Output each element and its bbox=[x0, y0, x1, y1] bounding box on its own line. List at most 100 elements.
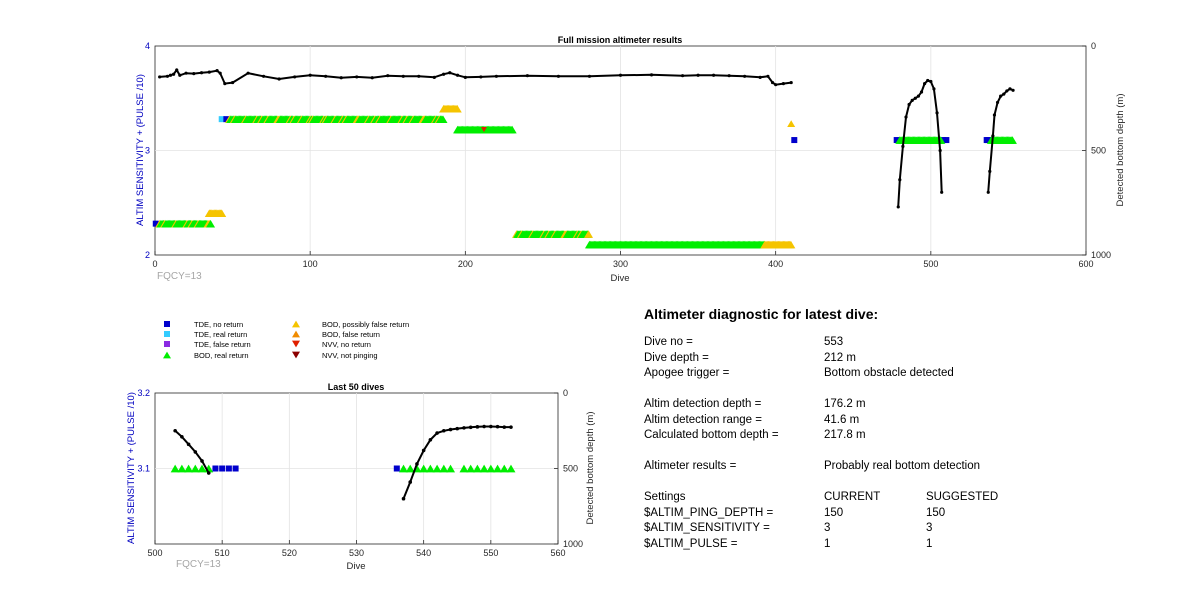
top-depth-point bbox=[727, 74, 731, 78]
bod-marker bbox=[493, 464, 503, 473]
top-x-tick-label: 400 bbox=[768, 259, 783, 269]
top-depth-point bbox=[178, 73, 182, 77]
legend-label: NVV, not pinging bbox=[322, 351, 378, 360]
results-value: Probably real bottom detection bbox=[824, 460, 980, 472]
calc-bottom-label: Calculated bottom depth = bbox=[644, 429, 779, 441]
tde-marker bbox=[985, 137, 992, 144]
top-depth-point bbox=[339, 76, 343, 80]
top-depth-point bbox=[448, 71, 452, 75]
bot-depth-point bbox=[489, 424, 493, 429]
bod-marker bbox=[197, 464, 207, 473]
bot-depth-point bbox=[502, 425, 507, 429]
results-row: Altimeter results = Probably real bottom … bbox=[644, 460, 1164, 476]
tde-marker bbox=[225, 465, 232, 472]
bod-marker bbox=[439, 464, 449, 473]
top-depth-point bbox=[184, 71, 188, 75]
top-depth-point bbox=[995, 100, 1000, 105]
bod-marker bbox=[506, 464, 516, 473]
altim-depth-label: Altim detection depth = bbox=[644, 398, 762, 410]
pulse-current: 1 bbox=[824, 537, 831, 550]
top-depth-point bbox=[442, 72, 446, 76]
bod-marker bbox=[452, 104, 462, 113]
top-depth-point bbox=[324, 74, 328, 78]
top-depth-point bbox=[916, 94, 921, 98]
tde-marker bbox=[940, 137, 947, 144]
current-header: CURRENT bbox=[824, 491, 881, 503]
top-depth-point bbox=[649, 73, 654, 77]
top-depth-line bbox=[897, 79, 943, 207]
bot-depth-point bbox=[428, 438, 433, 442]
top-depth-point bbox=[781, 82, 786, 86]
top-depth-point bbox=[587, 74, 592, 78]
sensitivity-row: $ALTIM_SENSITIVITY = 3 3 bbox=[644, 522, 1164, 538]
top-depth-point bbox=[525, 74, 530, 78]
top-depth-point bbox=[175, 68, 179, 72]
bod-marker bbox=[472, 464, 482, 473]
bod-marker bbox=[787, 120, 796, 127]
bot-y-right-tick-label: 1000 bbox=[563, 539, 583, 549]
top-y-left-label: ALTIM SENSITIVITY + (PULSE /10) bbox=[135, 74, 146, 226]
bot-x-tick-label: 530 bbox=[349, 548, 364, 558]
results-label: Altimeter results = bbox=[644, 460, 737, 472]
tde-marker bbox=[218, 116, 225, 123]
bot-x-tick-label: 520 bbox=[282, 548, 297, 558]
bot-depth-point bbox=[401, 496, 406, 501]
tde-marker bbox=[212, 465, 219, 472]
bod-marker bbox=[1007, 136, 1017, 144]
top-x-tick-label: 600 bbox=[1078, 259, 1093, 269]
top-depth-point bbox=[218, 71, 222, 75]
sensitivity-suggested: 3 bbox=[926, 522, 933, 534]
bot-depth-point bbox=[495, 424, 500, 429]
top-depth-point bbox=[901, 144, 905, 148]
top-x-label: Dive bbox=[610, 273, 629, 284]
tde-marker bbox=[943, 137, 950, 144]
bottom-y-left-label: ALTIM SENSITIVITY + (PULSE /10) bbox=[126, 392, 137, 544]
top-depth-point bbox=[766, 74, 770, 78]
top-y-left-tick-label: 3 bbox=[145, 146, 150, 156]
bot-depth-point bbox=[482, 424, 486, 429]
legend-marker bbox=[292, 351, 300, 359]
top-depth-point bbox=[199, 71, 204, 75]
top-depth-point bbox=[401, 74, 405, 78]
top-depth-point bbox=[277, 77, 281, 81]
top-depth-point bbox=[494, 74, 498, 78]
legend-marker bbox=[164, 321, 170, 327]
top-depth-point bbox=[910, 98, 914, 102]
legend-label: BOD, possibly false return bbox=[322, 320, 409, 329]
top-depth-point bbox=[386, 74, 390, 78]
top-depth-point bbox=[938, 148, 942, 153]
bottom-ticks: 500 510 520 530 540 550 560 3.2 3.1 0 500 1000 bbox=[137, 388, 583, 558]
bod-marker bbox=[425, 464, 435, 473]
top-depth-point bbox=[789, 80, 793, 85]
top-x-tick-label: 200 bbox=[458, 259, 473, 269]
top-x-tick-label: 0 bbox=[152, 259, 157, 269]
top-depth-point bbox=[932, 87, 936, 91]
top-chart-title: Full mission altimeter results bbox=[558, 35, 683, 45]
top-depth-point bbox=[207, 70, 211, 74]
top-depth-point bbox=[455, 73, 460, 77]
altim-depth-value: 176.2 m bbox=[824, 398, 866, 410]
bod-marker bbox=[190, 464, 200, 473]
dive-no-label: Dive no = bbox=[644, 336, 693, 348]
top-depth-point bbox=[355, 75, 359, 79]
legend-marker bbox=[292, 320, 300, 328]
tde-marker bbox=[219, 465, 226, 472]
top-depth-point bbox=[696, 73, 700, 77]
top-depth-point bbox=[463, 75, 467, 79]
legend-label: TDE, no return bbox=[194, 320, 243, 329]
top-depth-point bbox=[168, 73, 173, 77]
top-depth-point bbox=[923, 82, 927, 86]
settings-label: Settings bbox=[644, 491, 686, 503]
bod-marker bbox=[405, 464, 415, 473]
calc-bottom-value: 217.8 m bbox=[824, 429, 866, 441]
apogee-label: Apogee trigger = bbox=[644, 367, 730, 379]
top-depth-point bbox=[479, 75, 483, 79]
bot-depth-point bbox=[442, 428, 446, 433]
bot-y-right-tick-label: 0 bbox=[563, 388, 568, 398]
top-y-left-tick-label: 4 bbox=[145, 41, 150, 51]
bot-depth-point bbox=[421, 448, 426, 453]
diagnostic-title: Altimeter diagnostic for latest dive: bbox=[644, 306, 879, 322]
top-depth-point bbox=[907, 102, 911, 107]
